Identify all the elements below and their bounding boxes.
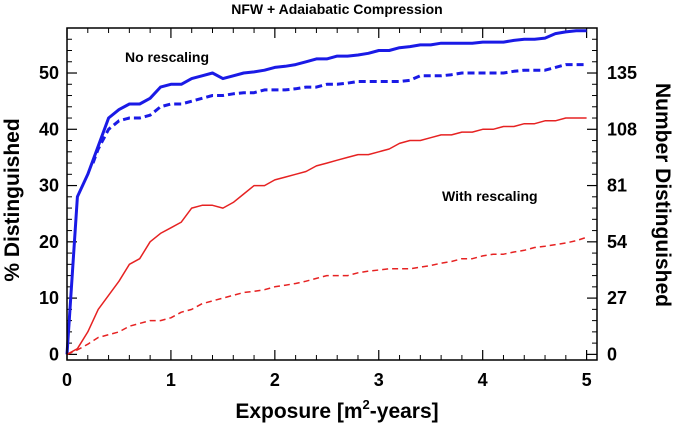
series-line-2-dashed — [91, 63, 587, 164]
x-tick-label: 5 — [582, 370, 592, 390]
y-tick-label: 10 — [39, 288, 59, 308]
series-line-1-solid — [65, 29, 587, 355]
x-tick-label: 4 — [478, 370, 488, 390]
series-line-4-dashed — [66, 236, 587, 356]
y-tick-label: 0 — [49, 344, 59, 364]
annotation-no-rescaling: No rescaling — [125, 49, 209, 65]
x-axis-label: Exposure [m2-years] — [235, 397, 438, 423]
y2-tick-label: 135 — [607, 63, 637, 83]
y2-tick-label: 108 — [607, 119, 637, 139]
x-tick-label: 0 — [62, 370, 72, 390]
x-tick-label: 2 — [270, 370, 280, 390]
plot-border — [66, 27, 598, 361]
x-axis-label-superscript: 2 — [363, 397, 370, 412]
y-axis-label: % Distinguished — [1, 118, 24, 281]
y2-axis-label: Number Distinguished — [651, 83, 674, 307]
x-axis-label-prefix: Exposure [m — [235, 400, 362, 423]
annotation-with-rescaling: With rescaling — [442, 188, 538, 204]
y2-tick-label: 54 — [607, 232, 627, 252]
series-lines — [65, 29, 587, 356]
x-tick-label: 1 — [166, 370, 176, 390]
series-line-3-solid — [66, 117, 587, 356]
x-tick-label: 3 — [374, 370, 384, 390]
y2-tick-label: 81 — [607, 176, 627, 196]
y-tick-label: 30 — [39, 176, 59, 196]
y2-tick-label: 27 — [607, 288, 627, 308]
axis-ticks — [66, 28, 597, 360]
chart-title: NFW + Adaiabatic Compression — [231, 1, 442, 17]
y-tick-label: 40 — [39, 119, 59, 139]
plot-frame — [66, 27, 598, 361]
x-axis-label-suffix: -years] — [370, 400, 439, 423]
y2-tick-label: 0 — [607, 344, 617, 364]
y-tick-label: 50 — [39, 63, 59, 83]
y-tick-label: 20 — [39, 232, 59, 252]
